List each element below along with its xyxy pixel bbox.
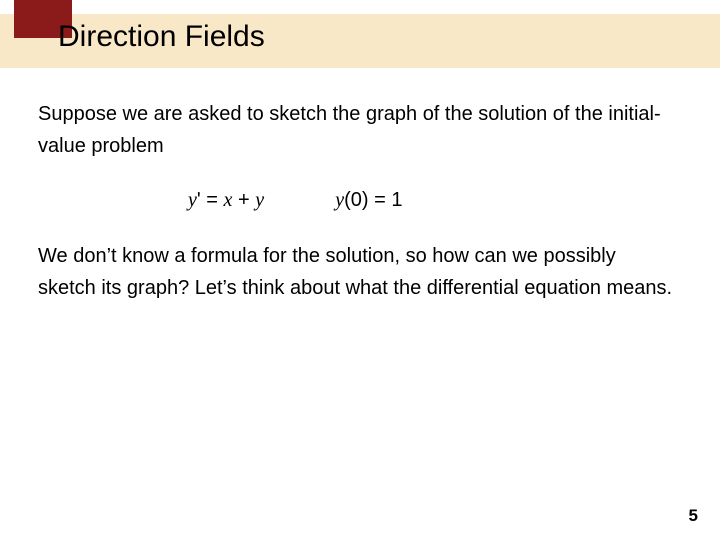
equation-ode: yʹ = x + y bbox=[188, 184, 264, 216]
slide-body: Suppose we are asked to sketch the graph… bbox=[38, 98, 678, 304]
var-y2: y bbox=[255, 189, 264, 211]
equals: = bbox=[201, 189, 224, 211]
var-y: y bbox=[188, 189, 197, 211]
equation-ic: y(0) = 1 bbox=[335, 184, 402, 216]
var-y3: y bbox=[335, 189, 344, 211]
intro-paragraph: Suppose we are asked to sketch the graph… bbox=[38, 98, 678, 162]
plus: + bbox=[232, 189, 255, 211]
initial-condition: (0) = 1 bbox=[344, 189, 402, 211]
slide-title: Direction Fields bbox=[58, 20, 265, 54]
followup-paragraph: We don’t know a formula for the solution… bbox=[38, 240, 678, 304]
page-number: 5 bbox=[689, 506, 698, 526]
equation-row: yʹ = x + y y(0) = 1 bbox=[38, 184, 678, 216]
